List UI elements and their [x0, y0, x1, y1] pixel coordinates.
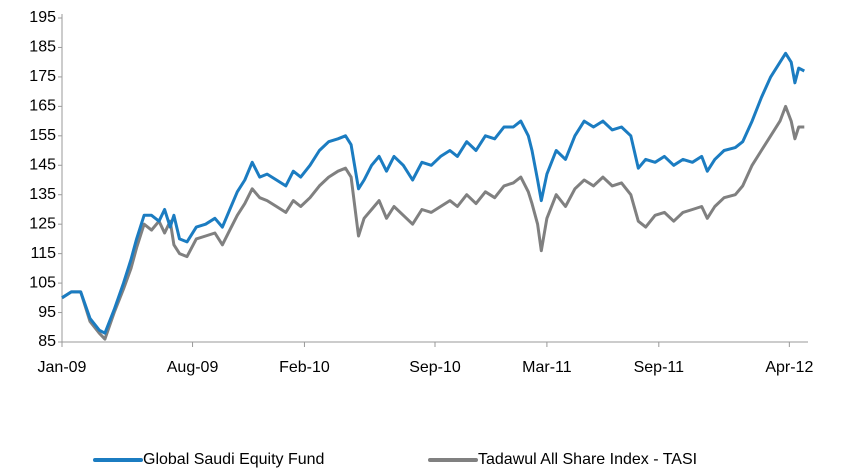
x-tick-label: Apr-12	[765, 359, 813, 376]
line-series	[61, 104, 805, 341]
x-tick-label: Mar-11	[522, 359, 572, 376]
y-tick-label: 95	[38, 304, 56, 321]
y-tick-label: 175	[29, 68, 56, 85]
y-tick-label: 85	[38, 333, 56, 350]
y-tick-label: 145	[29, 156, 56, 173]
y-tick-label: 165	[29, 98, 56, 115]
y-tick-label: 105	[29, 274, 56, 291]
x-tick-label: Sep-11	[634, 359, 685, 376]
y-tick-label: 155	[29, 127, 56, 144]
y-tick-label: 135	[29, 186, 56, 203]
legend-label: Tadawul All Share Index - TASI	[478, 451, 697, 468]
y-tick-label: 195	[29, 9, 56, 26]
x-tick-label: Jan-09	[38, 359, 87, 376]
x-tick-label: Sep-10	[409, 359, 461, 376]
y-tick-label: 125	[29, 215, 56, 232]
x-tick-label: Aug-09	[167, 359, 219, 376]
y-tick-label: 185	[29, 39, 56, 56]
y-tick-label: 115	[30, 245, 56, 262]
legend-label: Global Saudi Equity Fund	[143, 451, 324, 468]
line-series	[61, 51, 805, 335]
x-tick-label: Feb-10	[279, 359, 330, 376]
